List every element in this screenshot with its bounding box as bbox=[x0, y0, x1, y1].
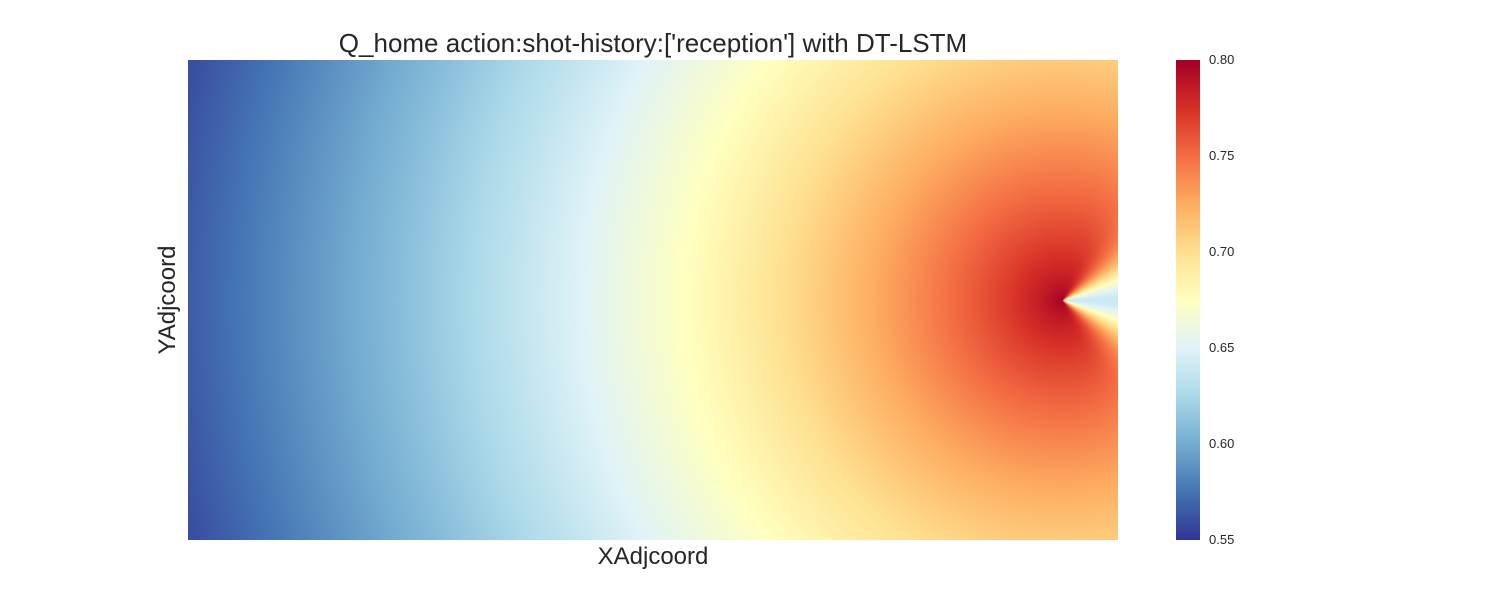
heatmap-plot-area bbox=[188, 60, 1118, 540]
colorbar-tick-label: 0.70 bbox=[1209, 244, 1235, 259]
colorbar-tick-label: 0.75 bbox=[1209, 148, 1235, 163]
colorbar bbox=[1176, 60, 1200, 540]
x-axis-label: XAdjcoord bbox=[597, 543, 709, 570]
colorbar-ticks: 0.80 0.75 0.70 0.65 0.60 0.55 bbox=[1200, 53, 1280, 547]
colorbar-tick-label: 0.60 bbox=[1209, 436, 1235, 451]
colorbar-tick-label: 0.55 bbox=[1209, 532, 1235, 547]
colorbar-tick-label: 0.65 bbox=[1209, 340, 1235, 355]
colorbar-tick-label: 0.80 bbox=[1209, 52, 1235, 67]
y-axis-label: YAdjcoord bbox=[154, 245, 181, 355]
chart-title: Q_home action:shot-history:['reception']… bbox=[338, 28, 968, 58]
